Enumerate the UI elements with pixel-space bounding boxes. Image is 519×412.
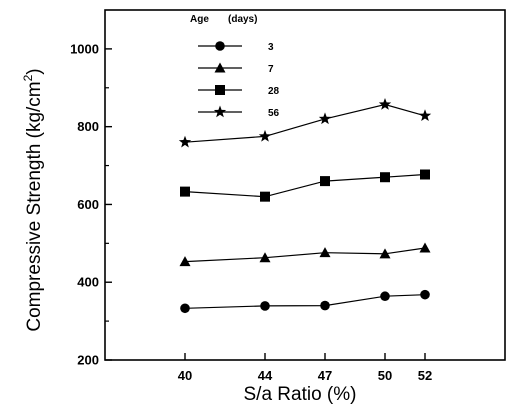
series-3 <box>180 289 430 314</box>
y-tick-label: 1000 <box>70 41 99 56</box>
y-axis-title: Compressive Strength (kg/cm2) <box>21 68 45 331</box>
legend-entry: 3 <box>198 41 274 53</box>
legend-marker <box>214 62 226 73</box>
data-point <box>320 176 330 187</box>
series-28 <box>180 169 430 202</box>
legend-label: 7 <box>268 64 274 75</box>
data-point <box>420 289 430 300</box>
legend-title-unit: (days) <box>228 14 257 25</box>
data-point <box>260 191 270 202</box>
data-point <box>179 256 191 267</box>
data-point <box>180 186 190 197</box>
data-point <box>259 252 271 263</box>
legend-title: Age <box>190 14 209 25</box>
legend-marker <box>215 85 225 95</box>
y-tick-label: 400 <box>77 275 99 290</box>
data-point <box>419 242 431 253</box>
x-tick-label: 52 <box>418 368 432 383</box>
data-point <box>378 98 392 110</box>
data-point <box>318 112 332 125</box>
data-point <box>379 248 391 259</box>
x-tick-label: 50 <box>378 368 392 383</box>
data-point <box>260 301 270 311</box>
data-point <box>380 291 390 302</box>
series-7 <box>179 242 431 267</box>
legend-entry: 56 <box>198 105 280 119</box>
legend-marker <box>215 41 225 51</box>
x-axis-title: S/a Ratio (%) <box>244 384 357 405</box>
legend-entry: 28 <box>198 85 280 97</box>
y-axis-title-main: Compressive Strength (kg/cm <box>24 81 45 331</box>
legend-marker <box>213 105 227 118</box>
legend: Age (days) 3 7 28 56 <box>190 14 280 119</box>
data-point <box>178 135 192 148</box>
data-point <box>258 129 272 142</box>
x-tick-label: 40 <box>178 368 192 383</box>
y-tick-label: 200 <box>77 353 99 368</box>
plot-frame <box>104 9 506 361</box>
y-axis-title-superscript: 2 <box>21 74 35 81</box>
y-axis: 200 400 600 800 1000 <box>70 41 112 368</box>
x-axis: 40 44 47 50 52 <box>178 353 432 383</box>
y-tick-label: 600 <box>77 197 99 212</box>
y-tick-label: 800 <box>77 119 99 134</box>
data-point <box>180 303 190 314</box>
data-point <box>418 109 432 122</box>
legend-entry: 7 <box>198 62 274 75</box>
data-point <box>420 169 430 180</box>
series-56 <box>178 98 432 148</box>
legend-label: 56 <box>268 108 280 119</box>
data-point <box>320 300 330 311</box>
x-tick-label: 47 <box>318 368 332 383</box>
x-tick-label: 44 <box>258 368 273 383</box>
data-point <box>380 172 390 183</box>
legend-label: 3 <box>268 42 274 53</box>
y-axis-title-close: ) <box>24 68 45 74</box>
legend-label: 28 <box>268 86 280 97</box>
series-line <box>184 247 426 263</box>
data-point <box>319 247 331 258</box>
series-layer <box>178 98 432 314</box>
